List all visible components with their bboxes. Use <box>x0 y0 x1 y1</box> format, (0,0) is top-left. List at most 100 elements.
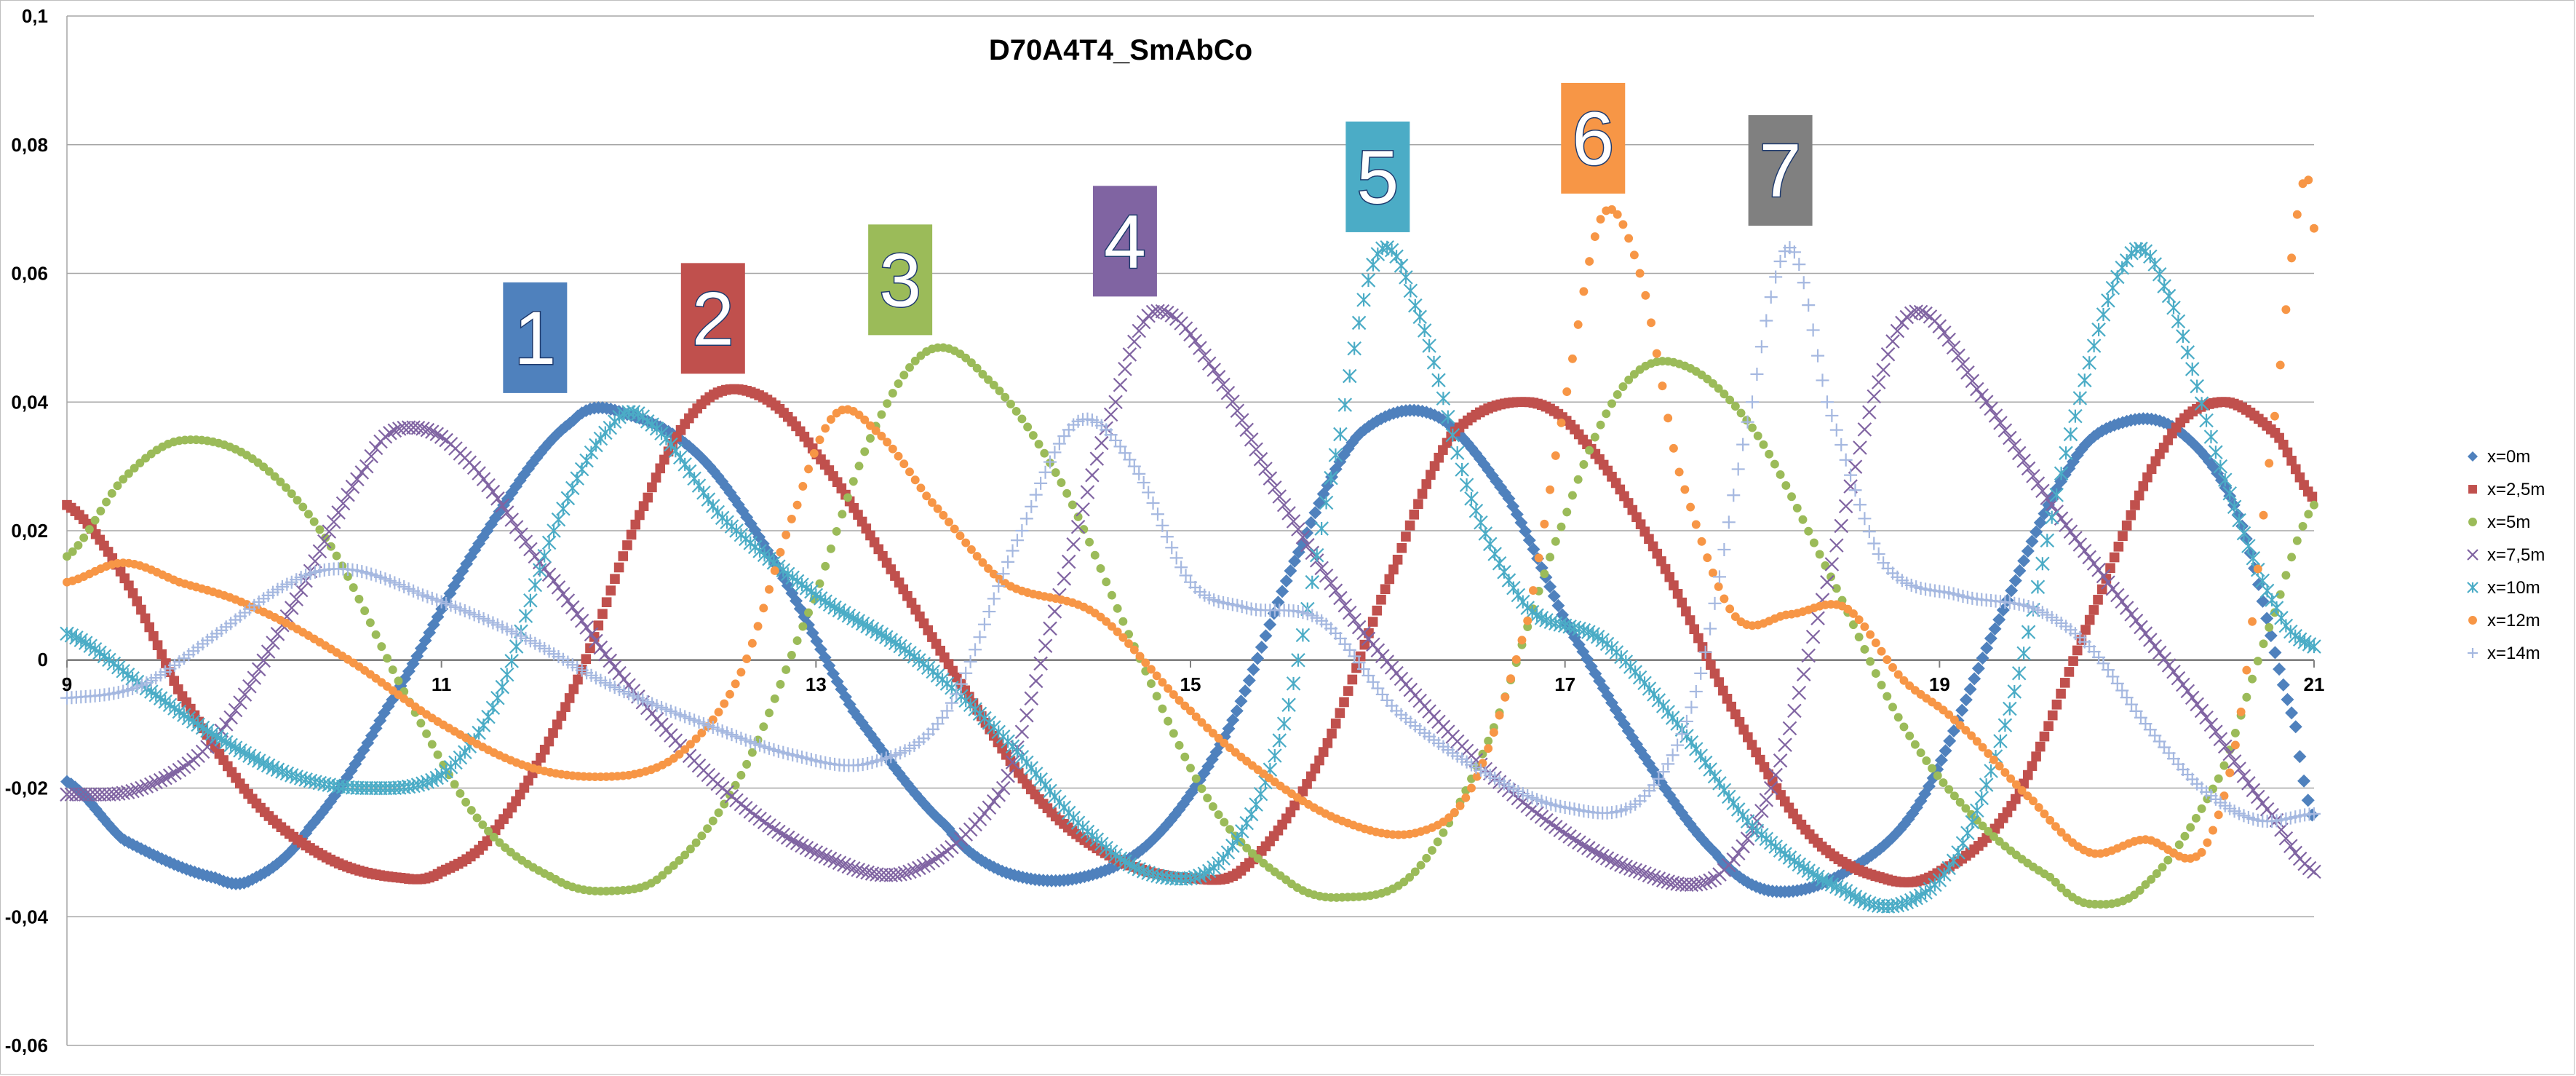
data-point <box>1361 273 1376 288</box>
data-point <box>2072 391 2088 406</box>
data-point <box>1057 478 1066 487</box>
data-point <box>1602 409 1611 419</box>
x-tick-label: 15 <box>1180 673 1201 695</box>
data-point <box>1941 332 1956 347</box>
data-point <box>1203 794 1212 803</box>
data-point <box>551 580 566 595</box>
data-point <box>912 861 926 876</box>
data-point <box>1647 318 1655 328</box>
data-point <box>866 421 875 430</box>
data-point <box>1595 848 1610 863</box>
data-point <box>2063 524 2078 539</box>
data-point <box>860 415 870 424</box>
data-point <box>2017 554 2031 568</box>
data-point <box>394 676 403 686</box>
data-point <box>1936 325 1952 340</box>
data-point <box>894 451 903 461</box>
data-point <box>1408 298 1423 313</box>
data-point <box>548 728 558 738</box>
data-point <box>2077 373 2092 388</box>
data-point <box>1043 455 1057 469</box>
data-point <box>68 547 77 556</box>
data-point <box>1006 400 1015 408</box>
data-point <box>1909 304 1923 319</box>
data-point <box>902 864 917 879</box>
data-point <box>907 863 922 877</box>
data-point <box>916 858 931 874</box>
badge-box <box>680 263 745 374</box>
data-point <box>2030 525 2043 539</box>
data-point <box>371 630 381 639</box>
data-point <box>1090 550 1100 560</box>
data-point <box>331 505 346 520</box>
data-point <box>1474 515 1488 530</box>
data-point <box>2307 864 2321 879</box>
data-point <box>2219 761 2229 770</box>
data-point <box>792 500 802 510</box>
data-point <box>1727 488 1741 502</box>
data-point <box>1211 370 1226 384</box>
data-point <box>574 613 589 628</box>
data-point <box>630 519 641 530</box>
data-point <box>1253 786 1268 802</box>
data-point <box>1239 684 1252 698</box>
data-point <box>1118 617 1128 626</box>
data-point <box>1988 408 2003 423</box>
data-point <box>1164 716 1173 726</box>
data-point <box>1585 446 1594 455</box>
data-point <box>1158 704 1167 713</box>
data-point <box>2286 456 2297 466</box>
data-point <box>1933 771 1942 780</box>
data-point <box>1689 877 1704 892</box>
data-point <box>476 472 491 486</box>
data-point <box>148 631 159 641</box>
data-point <box>742 759 752 769</box>
data-point <box>1974 791 1989 805</box>
data-point <box>1367 617 1378 627</box>
data-point <box>963 654 977 668</box>
data-point <box>1295 530 1311 545</box>
data-point <box>832 526 841 536</box>
data-point <box>2134 490 2144 501</box>
data-point <box>1351 315 1367 331</box>
data-point <box>1703 873 1717 888</box>
data-point <box>593 640 608 655</box>
data-point <box>1876 363 1891 377</box>
data-point <box>499 667 514 682</box>
data-point <box>1234 695 1248 708</box>
x-axis-ticks: 9 11 13 15 17 19 21 <box>62 660 2324 695</box>
data-point <box>651 472 661 483</box>
annotation-badge-3: 3 <box>868 224 933 336</box>
data-point <box>420 422 435 438</box>
data-point <box>1798 515 1808 524</box>
data-point <box>703 824 712 834</box>
data-point <box>1464 491 1479 506</box>
data-point <box>2152 645 2167 660</box>
chart-title: D70A4T4_SmAbCo <box>989 34 1252 66</box>
data-point <box>2110 676 2124 690</box>
data-point <box>2056 828 2066 837</box>
data-point <box>309 517 319 526</box>
data-point <box>1949 791 1959 801</box>
data-point <box>2059 518 2073 533</box>
data-point <box>2265 622 2274 632</box>
data-point <box>848 477 858 486</box>
data-point <box>978 558 987 567</box>
data-point <box>622 540 632 550</box>
data-point <box>2105 280 2120 296</box>
data-point <box>2227 754 2242 769</box>
data-point <box>536 753 546 763</box>
data-point <box>1993 734 2008 748</box>
data-point <box>350 472 365 487</box>
data-point <box>223 710 238 725</box>
data-point <box>2000 768 2010 778</box>
data-point <box>490 491 505 506</box>
data-point <box>1862 525 1876 539</box>
data-point <box>2307 639 2321 654</box>
data-point <box>776 547 785 557</box>
data-point <box>989 569 998 579</box>
data-point <box>1434 452 1444 463</box>
data-point <box>2275 360 2285 370</box>
